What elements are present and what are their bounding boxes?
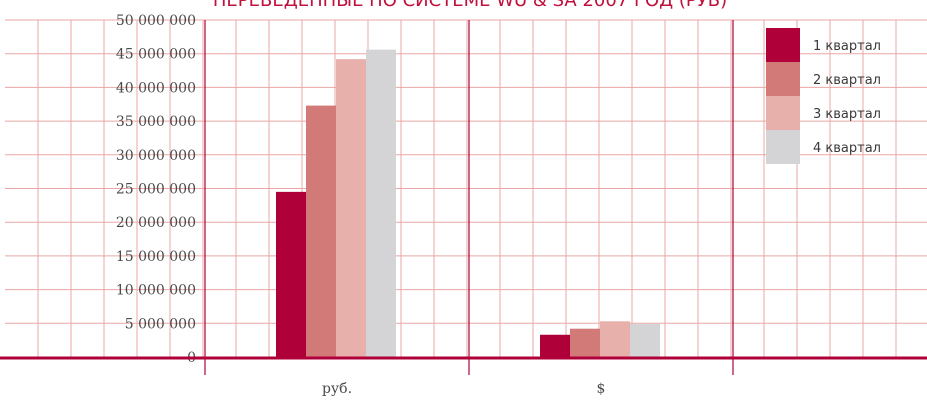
bar (306, 105, 336, 358)
y-tick-label: 5 000 000 (125, 316, 196, 332)
bars (276, 49, 660, 358)
y-tick-label: 20 000 000 (116, 215, 196, 231)
x-tick-label: $ (597, 381, 606, 397)
y-tick-label: 45 000 000 (116, 47, 196, 63)
y-tick-label: 25 000 000 (116, 182, 196, 198)
x-axis: руб. $ (0, 356, 927, 397)
y-tick-label: 35 000 000 (116, 114, 196, 130)
chart-title: ПЕРЕВЕДЕННЫЕ ПО СИСТЕМЕ WU & SA 2007 ГОД… (213, 0, 727, 11)
legend-swatch (766, 28, 800, 62)
y-tick-label: 50 000 000 (116, 13, 196, 29)
legend-label: 2 квартал (813, 73, 881, 88)
bar (540, 334, 570, 357)
grid-lines (5, 19, 927, 375)
legend-label: 1 квартал (813, 39, 881, 54)
y-tick-label: 40 000 000 (116, 80, 196, 96)
bar (600, 321, 630, 357)
legend: 1 квартал 2 квартал 3 квартал 4 квартал (766, 28, 881, 164)
legend-swatch (766, 96, 800, 130)
bar (630, 323, 660, 357)
legend-label: 3 квартал (813, 107, 881, 122)
x-tick-label: руб. (322, 381, 352, 397)
bar (336, 59, 366, 357)
y-tick-label: 15 000 000 (116, 249, 196, 265)
legend-swatch (766, 62, 800, 96)
legend-label: 4 квартал (813, 141, 881, 156)
y-tick-label: 30 000 000 (116, 148, 196, 164)
legend-swatch (766, 130, 800, 164)
bar (276, 191, 306, 357)
y-tick-label: 10 000 000 (116, 283, 196, 299)
bar (570, 328, 600, 357)
bar (366, 49, 396, 357)
